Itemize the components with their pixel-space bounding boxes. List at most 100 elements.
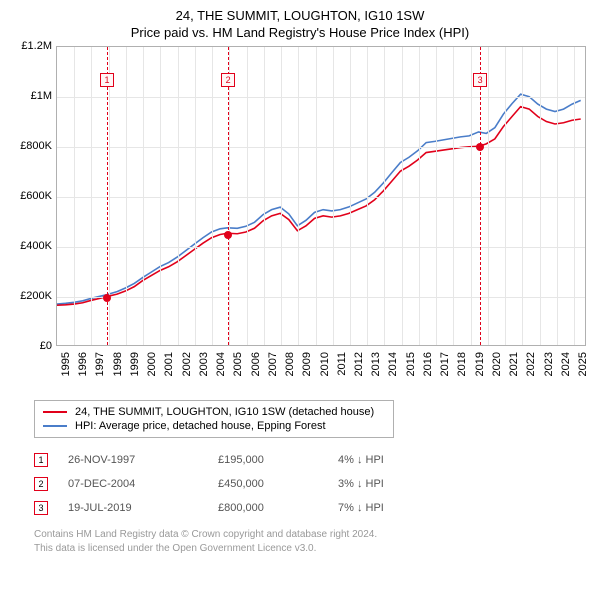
- gridline-v: [333, 47, 334, 345]
- x-tick-label: 2012: [353, 352, 365, 376]
- x-tick-label: 2011: [336, 352, 348, 376]
- sales-table: 126-NOV-1997£195,0004% ↓ HPI207-DEC-2004…: [34, 448, 588, 520]
- chart-area: £0£200K£400K£600K£800K£1M£1.2M 123 19951…: [12, 46, 588, 394]
- x-tick-label: 1997: [94, 352, 106, 376]
- gridline-v: [247, 47, 248, 345]
- legend: 24, THE SUMMIT, LOUGHTON, IG10 1SW (deta…: [34, 400, 394, 438]
- sale-price: £800,000: [218, 502, 338, 514]
- x-tick-label: 2009: [301, 352, 313, 376]
- marker-box: 2: [221, 73, 235, 87]
- gridline-v: [281, 47, 282, 345]
- marker-line: [228, 47, 229, 345]
- x-tick-label: 2002: [181, 352, 193, 376]
- x-tick-label: 2006: [250, 352, 262, 376]
- x-tick-label: 2023: [543, 352, 555, 376]
- y-tick-label: £600K: [20, 190, 52, 202]
- legend-label: HPI: Average price, detached house, Eppi…: [75, 420, 326, 432]
- sale-date: 26-NOV-1997: [68, 454, 218, 466]
- gridline-v: [160, 47, 161, 345]
- x-tick-label: 2016: [422, 352, 434, 376]
- gridline-v: [453, 47, 454, 345]
- x-tick-label: 2021: [508, 352, 520, 376]
- gridline-v: [540, 47, 541, 345]
- gridline-v: [384, 47, 385, 345]
- y-tick-label: £800K: [20, 140, 52, 152]
- plot-area: 1 2 3: [56, 46, 586, 346]
- sale-price: £195,000: [218, 454, 338, 466]
- x-tick-label: 2003: [198, 352, 210, 376]
- marker-dot: [476, 143, 484, 151]
- marker-dot: [224, 231, 232, 239]
- sale-delta: 7% ↓ HPI: [338, 502, 438, 514]
- x-tick-label: 2024: [560, 352, 572, 376]
- gridline-v: [178, 47, 179, 345]
- series-hpi: [57, 94, 581, 304]
- x-tick-label: 2004: [215, 352, 227, 376]
- gridline-v: [298, 47, 299, 345]
- legend-item: HPI: Average price, detached house, Eppi…: [43, 419, 385, 433]
- x-tick-label: 2005: [232, 352, 244, 376]
- x-tick-label: 2022: [525, 352, 537, 376]
- chart-title: 24, THE SUMMIT, LOUGHTON, IG10 1SW: [12, 8, 588, 23]
- legend-label: 24, THE SUMMIT, LOUGHTON, IG10 1SW (deta…: [75, 406, 374, 418]
- x-tick-label: 1998: [112, 352, 124, 376]
- y-tick-label: £1.2M: [21, 40, 52, 52]
- sale-price: £450,000: [218, 478, 338, 490]
- sale-row: 319-JUL-2019£800,0007% ↓ HPI: [34, 496, 588, 520]
- footnote: Contains HM Land Registry data © Crown c…: [34, 528, 588, 555]
- x-tick-label: 2014: [387, 352, 399, 376]
- y-tick-label: £0: [40, 340, 52, 352]
- x-tick-label: 2000: [146, 352, 158, 376]
- x-tick-label: 1999: [129, 352, 141, 376]
- x-tick-label: 2017: [439, 352, 451, 376]
- x-tick-label: 2025: [577, 352, 589, 376]
- marker-box: 3: [473, 73, 487, 87]
- gridline-v: [367, 47, 368, 345]
- gridline-v: [488, 47, 489, 345]
- marker-dot: [103, 294, 111, 302]
- marker-line: [480, 47, 481, 345]
- x-axis: 1995 1996 1997 1998 1999 2000 2001 2002 2003 2004…: [56, 346, 586, 394]
- x-tick-label: 2007: [267, 352, 279, 376]
- sale-marker-number: 2: [34, 477, 48, 491]
- x-tick-label: 2010: [319, 352, 331, 376]
- gridline-v: [126, 47, 127, 345]
- x-tick-label: 2020: [491, 352, 503, 376]
- sale-marker-number: 1: [34, 453, 48, 467]
- sale-date: 07-DEC-2004: [68, 478, 218, 490]
- sale-delta: 3% ↓ HPI: [338, 478, 438, 490]
- gridline-v: [574, 47, 575, 345]
- gridline-v: [402, 47, 403, 345]
- marker-box: 1: [100, 73, 114, 87]
- footnote-line: Contains HM Land Registry data © Crown c…: [34, 528, 588, 542]
- x-tick-label: 2008: [284, 352, 296, 376]
- gridline-v: [350, 47, 351, 345]
- y-tick-label: £200K: [20, 290, 52, 302]
- legend-item: 24, THE SUMMIT, LOUGHTON, IG10 1SW (deta…: [43, 405, 385, 419]
- sale-date: 19-JUL-2019: [68, 502, 218, 514]
- x-tick-label: 2001: [163, 352, 175, 376]
- gridline-v: [419, 47, 420, 345]
- x-tick-label: 2013: [370, 352, 382, 376]
- y-tick-label: £1M: [31, 90, 52, 102]
- legend-swatch: [43, 425, 67, 427]
- x-tick-label: 2019: [474, 352, 486, 376]
- gridline-v: [557, 47, 558, 345]
- x-tick-label: 2018: [456, 352, 468, 376]
- gridline-v: [316, 47, 317, 345]
- footnote-line: This data is licensed under the Open Gov…: [34, 542, 588, 556]
- x-tick-label: 1996: [77, 352, 89, 376]
- series-subject: [57, 107, 581, 306]
- x-tick-label: 1995: [60, 352, 72, 376]
- gridline-v: [212, 47, 213, 345]
- y-axis: £0£200K£400K£600K£800K£1M£1.2M: [12, 46, 56, 346]
- gridline-v: [74, 47, 75, 345]
- gridline-v: [505, 47, 506, 345]
- gridline-v: [229, 47, 230, 345]
- sale-row: 2 07-DEC-2004£450,0003% ↓ HPI: [34, 472, 588, 496]
- chart-subtitle: Price paid vs. HM Land Registry's House …: [12, 25, 588, 40]
- gridline-v: [471, 47, 472, 345]
- gridline-v: [264, 47, 265, 345]
- x-tick-label: 2015: [405, 352, 417, 376]
- sale-row: 126-NOV-1997£195,0004% ↓ HPI: [34, 448, 588, 472]
